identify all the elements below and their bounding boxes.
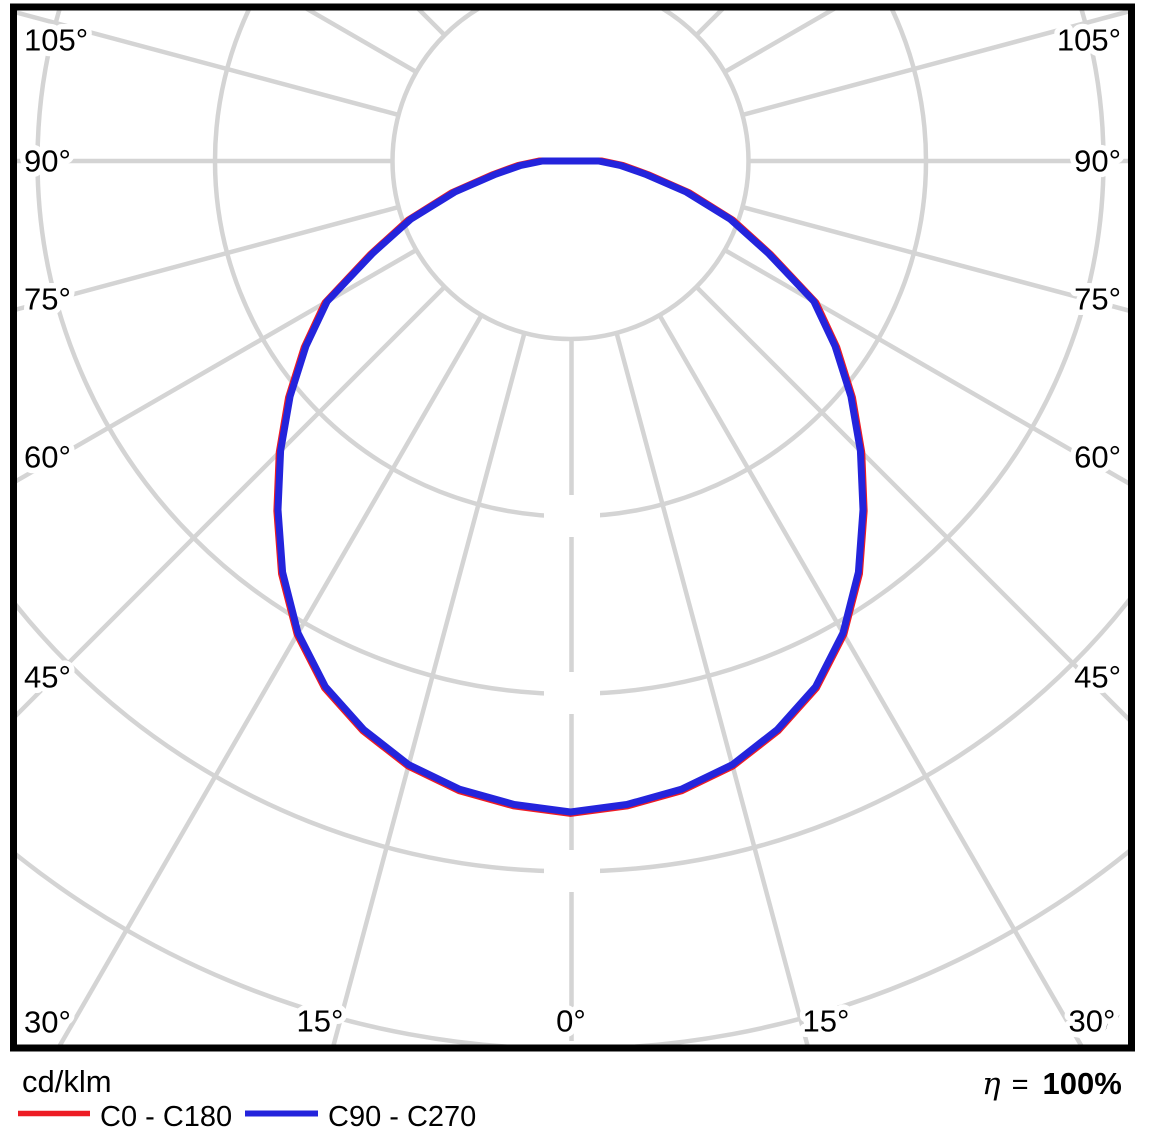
eta-symbol: η (982, 1066, 1001, 1102)
angle-label-45deg: 45° (24, 660, 71, 695)
eta-equals: = (1012, 1069, 1029, 1101)
radial-line-105 (17, 10, 400, 118)
angle-label-75deg: 75° (24, 282, 71, 317)
angle-label-15deg: 15° (803, 1004, 850, 1039)
ring-gap (544, 858, 600, 889)
ring-gap (544, 681, 600, 711)
curve-c90-c270 (274, 157, 867, 816)
efficiency-label: η = 100% (982, 1066, 1122, 1102)
legend-label-c90-c270: C90 - C270 (328, 1101, 476, 1133)
angle-label-105deg: 105° (1057, 23, 1121, 58)
radial-line-60 (17, 248, 418, 484)
legend: cd/klm C0 - C180 C90 - C270 η = 100% (18, 1064, 1122, 1133)
angle-label-30deg: 30° (24, 1005, 71, 1040)
radial-line-30 (57, 314, 484, 1045)
radial-line-75 (17, 204, 400, 312)
radial-line-15 (331, 332, 527, 1045)
radial-line-60 (723, 248, 1128, 486)
radial-line-45 (17, 285, 447, 718)
angle-label-0deg: 0° (556, 1004, 586, 1039)
unit-label: cd/klm (22, 1064, 112, 1099)
angle-label-60deg: 60° (1074, 440, 1121, 475)
angle-label-105deg: 105° (24, 23, 88, 58)
angle-label-75deg: 75° (1074, 282, 1121, 317)
ring-label-gaps (544, 503, 600, 889)
angle-label-60deg: 60° (24, 440, 71, 475)
angle-label-30deg: 30° (1069, 1004, 1116, 1039)
eta-value: 100% (1043, 1066, 1122, 1101)
polar-ring-4 (17, 597, 1128, 874)
radial-line-30 (657, 314, 1084, 1045)
radial-line-75 (741, 204, 1128, 313)
angle-label-30deg: 30° (1074, 1005, 1121, 1040)
angle-label-45deg: 45° (1074, 660, 1121, 695)
angle-label-90deg: 90° (24, 144, 71, 179)
intensity-curves (273, 157, 868, 817)
radial-line-105 (741, 10, 1128, 118)
ring-gap (544, 503, 600, 534)
radial-line-15 (614, 332, 810, 1045)
angle-label-15deg: 15° (297, 1004, 344, 1039)
angle-labels: 105° 90° 75° 60° 45° 30° 105° 90° 75° 60° 45° 30° 15… (19, 17, 1127, 1045)
radial-line-45 (694, 285, 1128, 722)
frame-border (10, 3, 1135, 1052)
angle-label-90deg: 90° (1074, 144, 1121, 179)
legend-label-c0-c180: C0 - C180 (100, 1101, 232, 1133)
plot-frame (10, 3, 1135, 1052)
